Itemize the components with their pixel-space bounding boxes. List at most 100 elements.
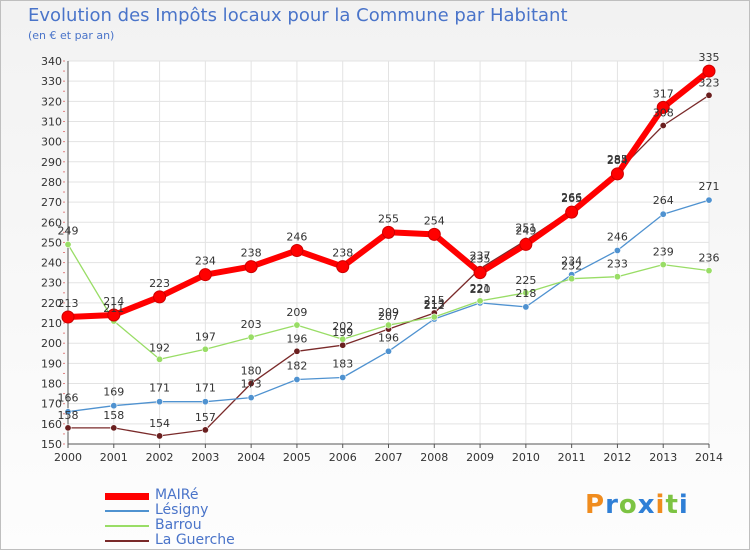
data-point xyxy=(384,321,392,329)
y-tick-label: 160 xyxy=(41,418,62,431)
y-tick-label: 190 xyxy=(41,357,62,370)
logo-letter: x xyxy=(637,490,656,520)
x-tick-label: 2009 xyxy=(466,451,494,464)
data-label: 323 xyxy=(699,76,720,89)
data-label: 249 xyxy=(58,224,79,237)
data-point xyxy=(201,398,209,406)
data-label: 203 xyxy=(241,318,262,331)
data-point xyxy=(110,424,118,432)
data-label: 246 xyxy=(607,230,628,243)
data-point xyxy=(568,275,576,283)
x-tick-label: 2012 xyxy=(603,451,631,464)
x-tick-label: 2011 xyxy=(558,451,586,464)
data-point xyxy=(659,210,667,218)
data-label: 237 xyxy=(470,250,491,263)
x-tick-label: 2002 xyxy=(146,451,174,464)
data-label: 166 xyxy=(58,392,79,405)
data-point xyxy=(519,237,533,251)
data-label: 284 xyxy=(607,154,628,167)
data-label: 234 xyxy=(195,255,216,268)
data-point xyxy=(610,167,624,181)
data-label: 199 xyxy=(332,326,353,339)
data-label: 214 xyxy=(103,295,124,308)
y-tick-label: 340 xyxy=(41,55,62,68)
data-point xyxy=(702,64,716,78)
data-point xyxy=(613,273,621,281)
data-label: 171 xyxy=(195,382,216,395)
data-label: 271 xyxy=(699,180,720,193)
chart-subtitle: (en € et par an) xyxy=(28,29,115,42)
data-label: 235 xyxy=(470,253,491,266)
data-point xyxy=(247,380,255,388)
proxiti-logo: Proxiti xyxy=(585,490,689,520)
x-tick-label: 2004 xyxy=(237,451,265,464)
data-label: 223 xyxy=(149,277,170,290)
data-point xyxy=(244,260,258,274)
data-label: 180 xyxy=(241,365,262,378)
data-label: 233 xyxy=(607,258,628,271)
x-tick-label: 2014 xyxy=(695,451,723,464)
data-label: 212 xyxy=(424,299,445,312)
data-point xyxy=(153,290,167,304)
data-point xyxy=(522,289,530,297)
y-tick-label: 240 xyxy=(41,257,62,270)
y-tick-label: 270 xyxy=(41,196,62,209)
data-label: 317 xyxy=(653,87,674,100)
data-label: 221 xyxy=(470,282,491,295)
data-label: 232 xyxy=(561,260,582,273)
data-label: 255 xyxy=(378,212,399,225)
logo-letter: r xyxy=(605,490,619,520)
legend-label: MAIRé xyxy=(155,487,199,503)
y-tick-label: 170 xyxy=(41,398,62,411)
y-tick-label: 150 xyxy=(41,438,62,451)
y-tick-label: 180 xyxy=(41,378,62,391)
data-point xyxy=(339,335,347,343)
data-label: 234 xyxy=(561,255,582,268)
data-point xyxy=(473,266,487,280)
logo-letter: i xyxy=(678,490,689,520)
data-label: 209 xyxy=(378,306,399,319)
data-point xyxy=(64,424,72,432)
data-label: 173 xyxy=(241,378,262,391)
data-label: 238 xyxy=(332,247,353,260)
legend-label: Barrou xyxy=(155,517,202,533)
y-tick-label: 280 xyxy=(41,176,62,189)
data-label: 249 xyxy=(515,224,536,237)
data-point xyxy=(247,333,255,341)
x-tick-label: 2008 xyxy=(420,451,448,464)
data-point xyxy=(476,297,484,305)
legend-swatch xyxy=(105,492,149,500)
data-label: 239 xyxy=(653,246,674,259)
data-label: 213 xyxy=(58,297,79,310)
data-label: 169 xyxy=(103,386,124,399)
data-point xyxy=(293,375,301,383)
data-label: 211 xyxy=(103,302,124,315)
data-point xyxy=(201,426,209,434)
legend-swatch xyxy=(105,525,149,527)
data-label: 209 xyxy=(286,306,307,319)
logo-letter: o xyxy=(618,490,638,520)
data-point xyxy=(156,398,164,406)
legend-swatch xyxy=(105,510,149,512)
x-tick-label: 2013 xyxy=(649,451,677,464)
data-point xyxy=(427,227,441,241)
data-point xyxy=(198,268,212,282)
data-label: 157 xyxy=(195,411,216,424)
data-point xyxy=(382,225,395,239)
y-tick-label: 310 xyxy=(41,115,62,128)
x-tick-label: 2005 xyxy=(283,451,311,464)
data-point xyxy=(247,394,255,402)
data-label: 236 xyxy=(699,252,720,265)
data-label: 285 xyxy=(607,153,628,166)
data-label: 182 xyxy=(286,359,307,372)
x-tick-label: 2006 xyxy=(329,451,357,464)
data-label: 171 xyxy=(149,382,170,395)
data-label: 308 xyxy=(653,107,674,120)
data-point xyxy=(565,205,579,219)
data-point xyxy=(64,240,72,248)
data-point xyxy=(336,260,350,274)
data-label: 196 xyxy=(378,331,399,344)
data-point xyxy=(705,91,713,99)
